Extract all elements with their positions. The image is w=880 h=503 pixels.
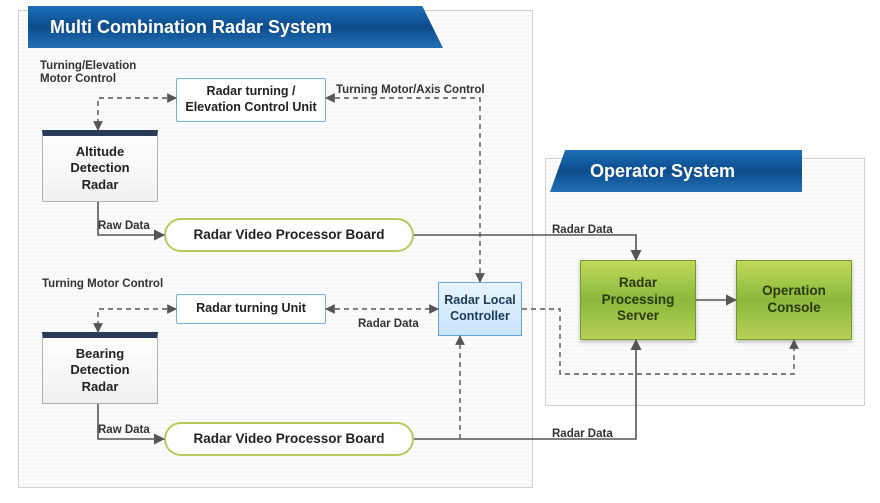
label-radar-data-top: Radar Data xyxy=(552,224,613,236)
node-altitude-radar: Altitude Detection Radar xyxy=(42,130,158,202)
label-raw-data-2: Raw Data xyxy=(98,424,150,436)
node-local-controller: Radar Local Controller xyxy=(438,282,522,336)
label-turn-axis-control: Turning Motor/Axis Control xyxy=(336,84,485,96)
banner-operator: Operator System xyxy=(550,150,802,192)
label-turn-elev-motor: Turning/Elevation Motor Control xyxy=(40,60,170,86)
node-bearing-radar: Bearing Detection Radar xyxy=(42,332,158,404)
node-turning-unit: Radar turning Unit xyxy=(176,294,326,324)
label-turn-motor-control: Turning Motor Control xyxy=(42,278,163,290)
node-rvp-2: Radar Video Processor Board xyxy=(164,422,414,456)
label-radar-data-bottom: Radar Data xyxy=(552,428,613,440)
label-radar-data-rlc: Radar Data xyxy=(358,318,419,330)
node-elev-control: Radar turning / Elevation Control Unit xyxy=(176,78,326,122)
label-raw-data-1: Raw Data xyxy=(98,220,150,232)
node-rvp-1: Radar Video Processor Board xyxy=(164,218,414,252)
banner-multi-radar: Multi Combination Radar System xyxy=(28,6,443,48)
node-processing-server: Radar Processing Server xyxy=(580,260,696,340)
node-operation-console: Operation Console xyxy=(736,260,852,340)
